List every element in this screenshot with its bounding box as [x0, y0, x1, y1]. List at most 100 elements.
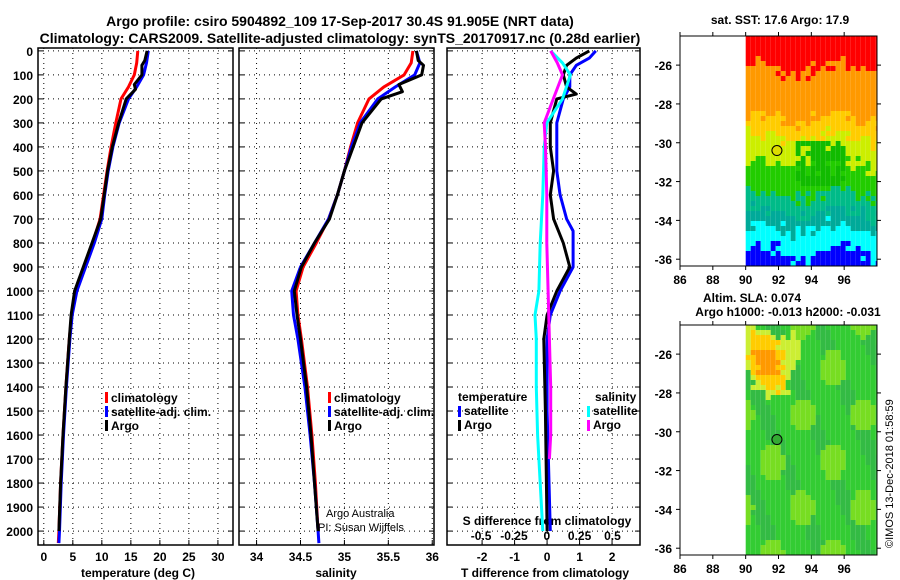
sst-map-cell: [765, 171, 771, 176]
sst-map-cell: [785, 51, 791, 56]
sst-map-cell: [865, 86, 871, 91]
sst-map-lon-tick-label: 96: [837, 273, 851, 287]
sla-map-cell: [785, 380, 791, 385]
sla-map-cell: [810, 420, 816, 425]
sla-map-cell: [820, 535, 826, 540]
sla-map-cell: [865, 540, 871, 545]
sla-map-cell: [835, 535, 841, 540]
sst-map-cell: [860, 186, 866, 191]
sst-map-cell: [840, 181, 846, 186]
difference-xtick-label: 2: [609, 550, 616, 564]
sst-map-cell: [825, 156, 831, 161]
sst-map-cell: [855, 96, 861, 101]
sst-map-cell: [825, 46, 831, 51]
sla-map-cell: [815, 495, 821, 500]
sst-map-cell: [870, 181, 876, 186]
sla-map-lat-tick-label: -32: [655, 465, 673, 479]
sst-map-cell: [785, 181, 791, 186]
sst-map-cell: [825, 211, 831, 216]
sst-map-cell: [835, 36, 841, 41]
sla-map-cell: [805, 545, 811, 550]
sst-map-cell: [820, 46, 826, 51]
sst-map-cell: [840, 256, 846, 261]
sla-map-cell: [785, 435, 791, 440]
sst-map-cell: [825, 226, 831, 231]
temperature-xtick-label: 10: [95, 550, 109, 564]
sla-map-cell: [760, 430, 766, 435]
sst-map-cell: [775, 106, 781, 111]
sla-map-cell: [815, 410, 821, 415]
sst-map-cell: [835, 186, 841, 191]
sla-map-cell: [805, 490, 811, 495]
sla-map-cell: [775, 330, 781, 335]
sst-map-cell: [800, 241, 806, 246]
sst-map-cell: [805, 121, 811, 126]
sla-map-cell: [810, 400, 816, 405]
sst-map-cell: [790, 116, 796, 121]
sst-map-cell: [815, 216, 821, 221]
sla-map-cell: [770, 545, 776, 550]
sst-map-cell: [795, 206, 801, 211]
sla-map-cell: [860, 410, 866, 415]
sst-map-cell: [835, 106, 841, 111]
sla-map-cell: [840, 350, 846, 355]
sla-map-cell: [845, 445, 851, 450]
sla-map-cell: [780, 340, 786, 345]
sst-map-cell: [800, 46, 806, 51]
sst-map-cell: [765, 131, 771, 136]
sla-map-cell: [835, 390, 841, 395]
sst-map-cell: [815, 176, 821, 181]
sst-map-cell: [750, 131, 756, 136]
sst-map-cell: [800, 131, 806, 136]
sst-map-cell: [860, 156, 866, 161]
sst-map-cell: [860, 136, 866, 141]
sst-map-cell: [850, 156, 856, 161]
sla-map-cell: [845, 325, 851, 330]
sst-map-cell: [810, 71, 816, 76]
sla-map-cell: [770, 500, 776, 505]
sst-map-cell: [750, 231, 756, 236]
sst-map-cell: [760, 76, 766, 81]
sst-map-cell: [835, 166, 841, 171]
sla-map-cell: [835, 340, 841, 345]
sst-map-cell: [820, 171, 826, 176]
sst-map-cell: [750, 216, 756, 221]
sst-map-cell: [775, 61, 781, 66]
sla-map-cell: [775, 350, 781, 355]
sla-map-cell: [840, 490, 846, 495]
sst-map-cell: [855, 256, 861, 261]
sst-map-cell: [825, 61, 831, 66]
sst-map-cell: [760, 61, 766, 66]
sst-map-cell: [790, 211, 796, 216]
sla-map-cell: [820, 530, 826, 535]
legend-title-temperature: temperature: [458, 390, 528, 404]
sla-map-cell: [875, 495, 878, 500]
sla-map-cell: [775, 500, 781, 505]
sla-map-cell: [750, 425, 756, 430]
sst-map-cell: [800, 76, 806, 81]
sst-map-cell: [850, 181, 856, 186]
sst-map-cell: [805, 246, 811, 251]
sla-map-cell: [785, 465, 791, 470]
sla-map-cell: [795, 370, 801, 375]
sla-map-cell: [780, 425, 786, 430]
sla-map-cell: [845, 455, 851, 460]
sst-map-cell: [845, 36, 851, 41]
sst-map-cell: [775, 241, 781, 246]
legend-swatch: [587, 406, 590, 417]
sst-map-cell: [780, 126, 786, 131]
sla-map-cell: [855, 350, 861, 355]
sla-map-cell: [865, 415, 871, 420]
sla-map-cell: [785, 540, 791, 545]
sla-map-cell: [870, 335, 876, 340]
sst-map-cell: [760, 71, 766, 76]
sla-map-cell: [860, 460, 866, 465]
sla-map-cell: [770, 450, 776, 455]
sst-map-cell: [790, 216, 796, 221]
sst-map-cell: [860, 176, 866, 181]
pressure-tick-label: 1800: [6, 477, 33, 491]
sst-map-cell: [870, 226, 876, 231]
sst-map-cell: [800, 96, 806, 101]
sla-map-cell: [800, 465, 806, 470]
sst-map-cell: [765, 61, 771, 66]
